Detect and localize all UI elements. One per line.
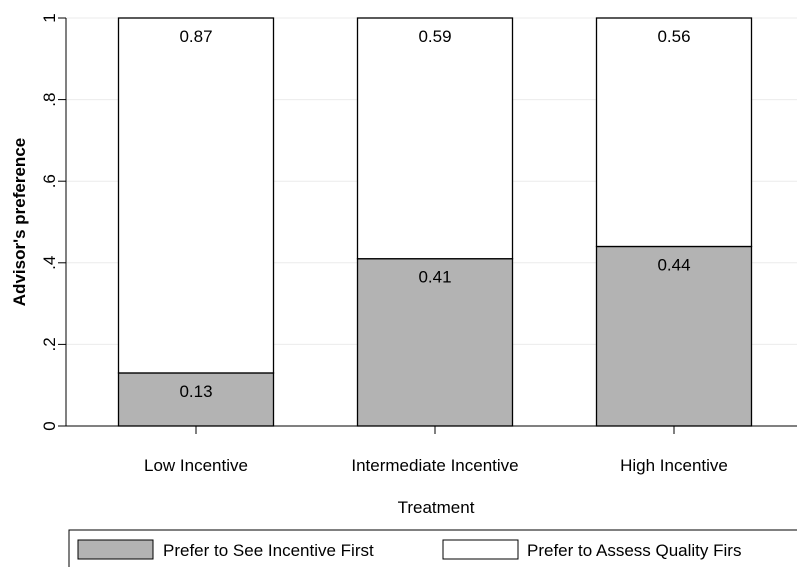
bars: 0.13 0.87 0.41 0.59 0.44 0.56 <box>117 17 753 427</box>
bar-assess-quality-0 <box>117 17 275 374</box>
legend-swatch-see-incentive <box>77 539 154 560</box>
y-tick-label-3: .6 <box>40 174 59 188</box>
x-tick-label-0: Low Incentive <box>144 456 248 475</box>
x-tick-label-2: High Incentive <box>620 456 728 475</box>
legend-frame <box>68 529 797 567</box>
bar-value-label-see-incentive-2: 0.44 <box>657 255 690 274</box>
x-axis-title: Treatment <box>398 498 475 517</box>
legend-label-see-incentive: Prefer to See Incentive First <box>163 541 374 560</box>
y-tick-label-4: .8 <box>40 93 59 107</box>
axes: 0 .2 .4 .6 .8 1 Low Incentive Intermediate Ince… <box>40 13 797 475</box>
bar-value-label-assess-quality-1: 0.59 <box>418 27 451 46</box>
legend-label-assess-quality: Prefer to Assess Quality Firs <box>527 541 741 560</box>
bar-assess-quality-1 <box>356 17 514 260</box>
y-tick-label-0: 0 <box>40 421 59 430</box>
x-tick-label-1: Intermediate Incentive <box>351 456 518 475</box>
y-tick-label-2: .4 <box>40 256 59 270</box>
bar-assess-quality-2 <box>595 17 753 248</box>
y-axis-title: Advisor's preference <box>10 138 29 306</box>
legend-swatch-assess-quality <box>442 539 519 560</box>
bar-value-label-assess-quality-2: 0.56 <box>657 27 690 46</box>
bar-value-label-see-incentive-1: 0.41 <box>418 268 451 287</box>
legend: Prefer to See Incentive First Prefer to … <box>68 529 797 567</box>
y-tick-label-5: 1 <box>40 13 59 22</box>
bar-value-label-see-incentive-0: 0.13 <box>179 382 212 401</box>
bar-see-incentive-0 <box>117 372 275 427</box>
y-tick-label-1: .2 <box>40 337 59 351</box>
bar-value-label-assess-quality-0: 0.87 <box>179 27 212 46</box>
